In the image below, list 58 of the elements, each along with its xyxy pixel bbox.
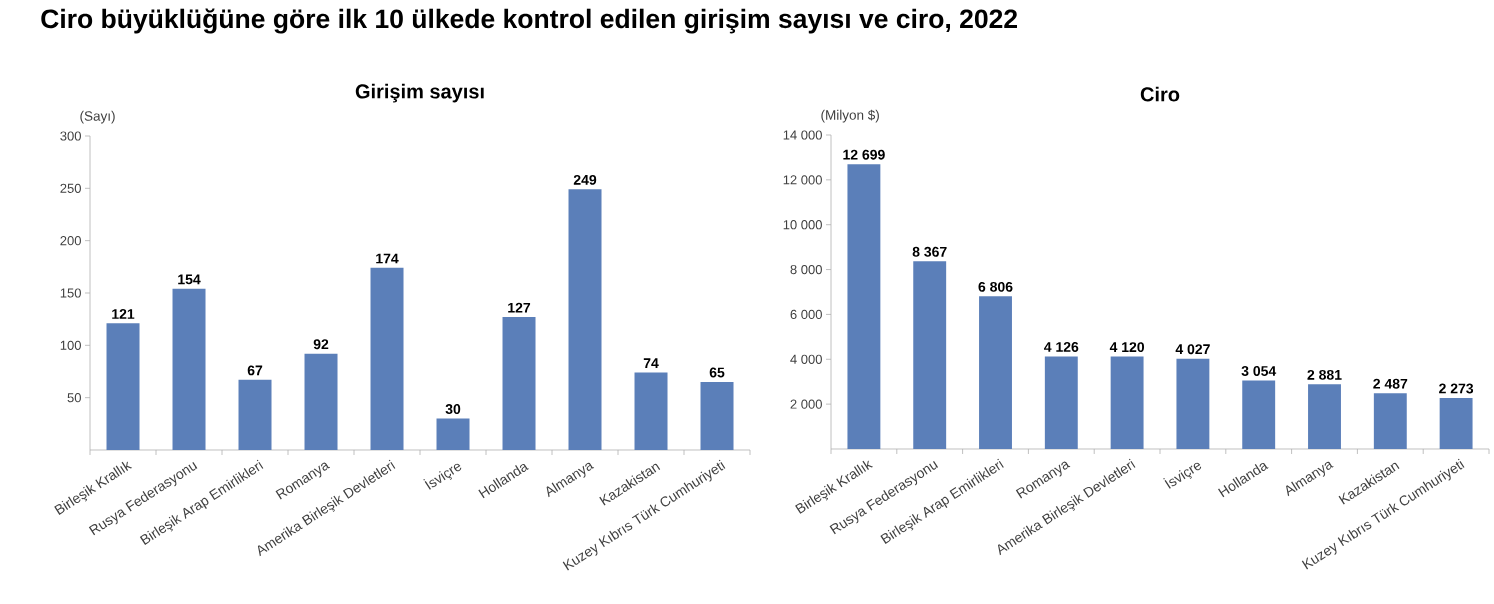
bar [1176,358,1210,449]
y-tick-label: 300 [60,131,81,141]
data-label: 3 054 [1241,366,1277,376]
bar [1044,356,1078,449]
y-tick-label: 10 000 [783,220,822,230]
bar [568,189,602,450]
bar [1110,356,1144,449]
data-label: 249 [573,174,597,185]
data-label: 4 126 [1044,341,1079,352]
y-tick-label: 12 000 [783,175,822,185]
bar [700,381,734,450]
y-tick-label: 8 000 [790,264,822,275]
bar [1308,384,1341,449]
data-label: 6 806 [978,281,1013,292]
bar [847,164,881,449]
data-label: 4 120 [1109,342,1145,353]
data-label: 2 487 [1373,378,1408,389]
bar [979,296,1012,449]
chart-title: Ciro [1140,86,1180,102]
y-axis-title: (Sayı) [80,110,115,124]
y-axis-title: (Milyon $) [821,109,879,123]
y-tick-label: 50 [67,393,81,403]
data-label: 8 367 [912,246,947,257]
text: Ciro büyüklüğüne göre ilk 10 ülkede kontrol edilen girişim sayısı ve ciro, 2022 [41,8,1018,34]
bar [238,379,272,450]
y-tick-label: 250 [60,183,81,193]
bar [370,267,404,450]
bar [304,353,338,450]
y-tick-label: 150 [60,288,81,298]
data-label: 174 [376,253,399,264]
data-label: 74 [643,358,659,368]
y-tick-label: 4 000 [790,354,822,364]
bar [1373,393,1407,449]
bar [1242,380,1276,449]
bar [436,418,470,450]
y-tick-label: 2 000 [790,399,822,409]
y-tick-label: 14 000 [783,130,822,140]
data-label: 4 027 [1175,344,1210,355]
data-label: 2 881 [1307,369,1342,380]
bar [1439,398,1473,449]
chart-title: Girişim sayısı [355,83,484,103]
y-tick-label: 6 000 [790,309,822,320]
data-label: 92 [313,339,329,350]
data-label: 30 [445,404,461,415]
data-label: 2 273 [1439,383,1474,394]
data-label: 65 [709,367,725,378]
y-tick-label: 200 [60,236,81,246]
bar [502,317,536,450]
bar [106,323,140,450]
data-label: 67 [247,365,263,376]
data-label: 154 [178,274,201,285]
data-label: 121 [112,309,135,319]
data-label: 127 [508,302,531,313]
bar [913,261,947,449]
bar [634,372,668,450]
y-tick-label: 100 [60,340,81,350]
data-label: 12 699 [843,149,885,160]
bar [172,288,206,450]
